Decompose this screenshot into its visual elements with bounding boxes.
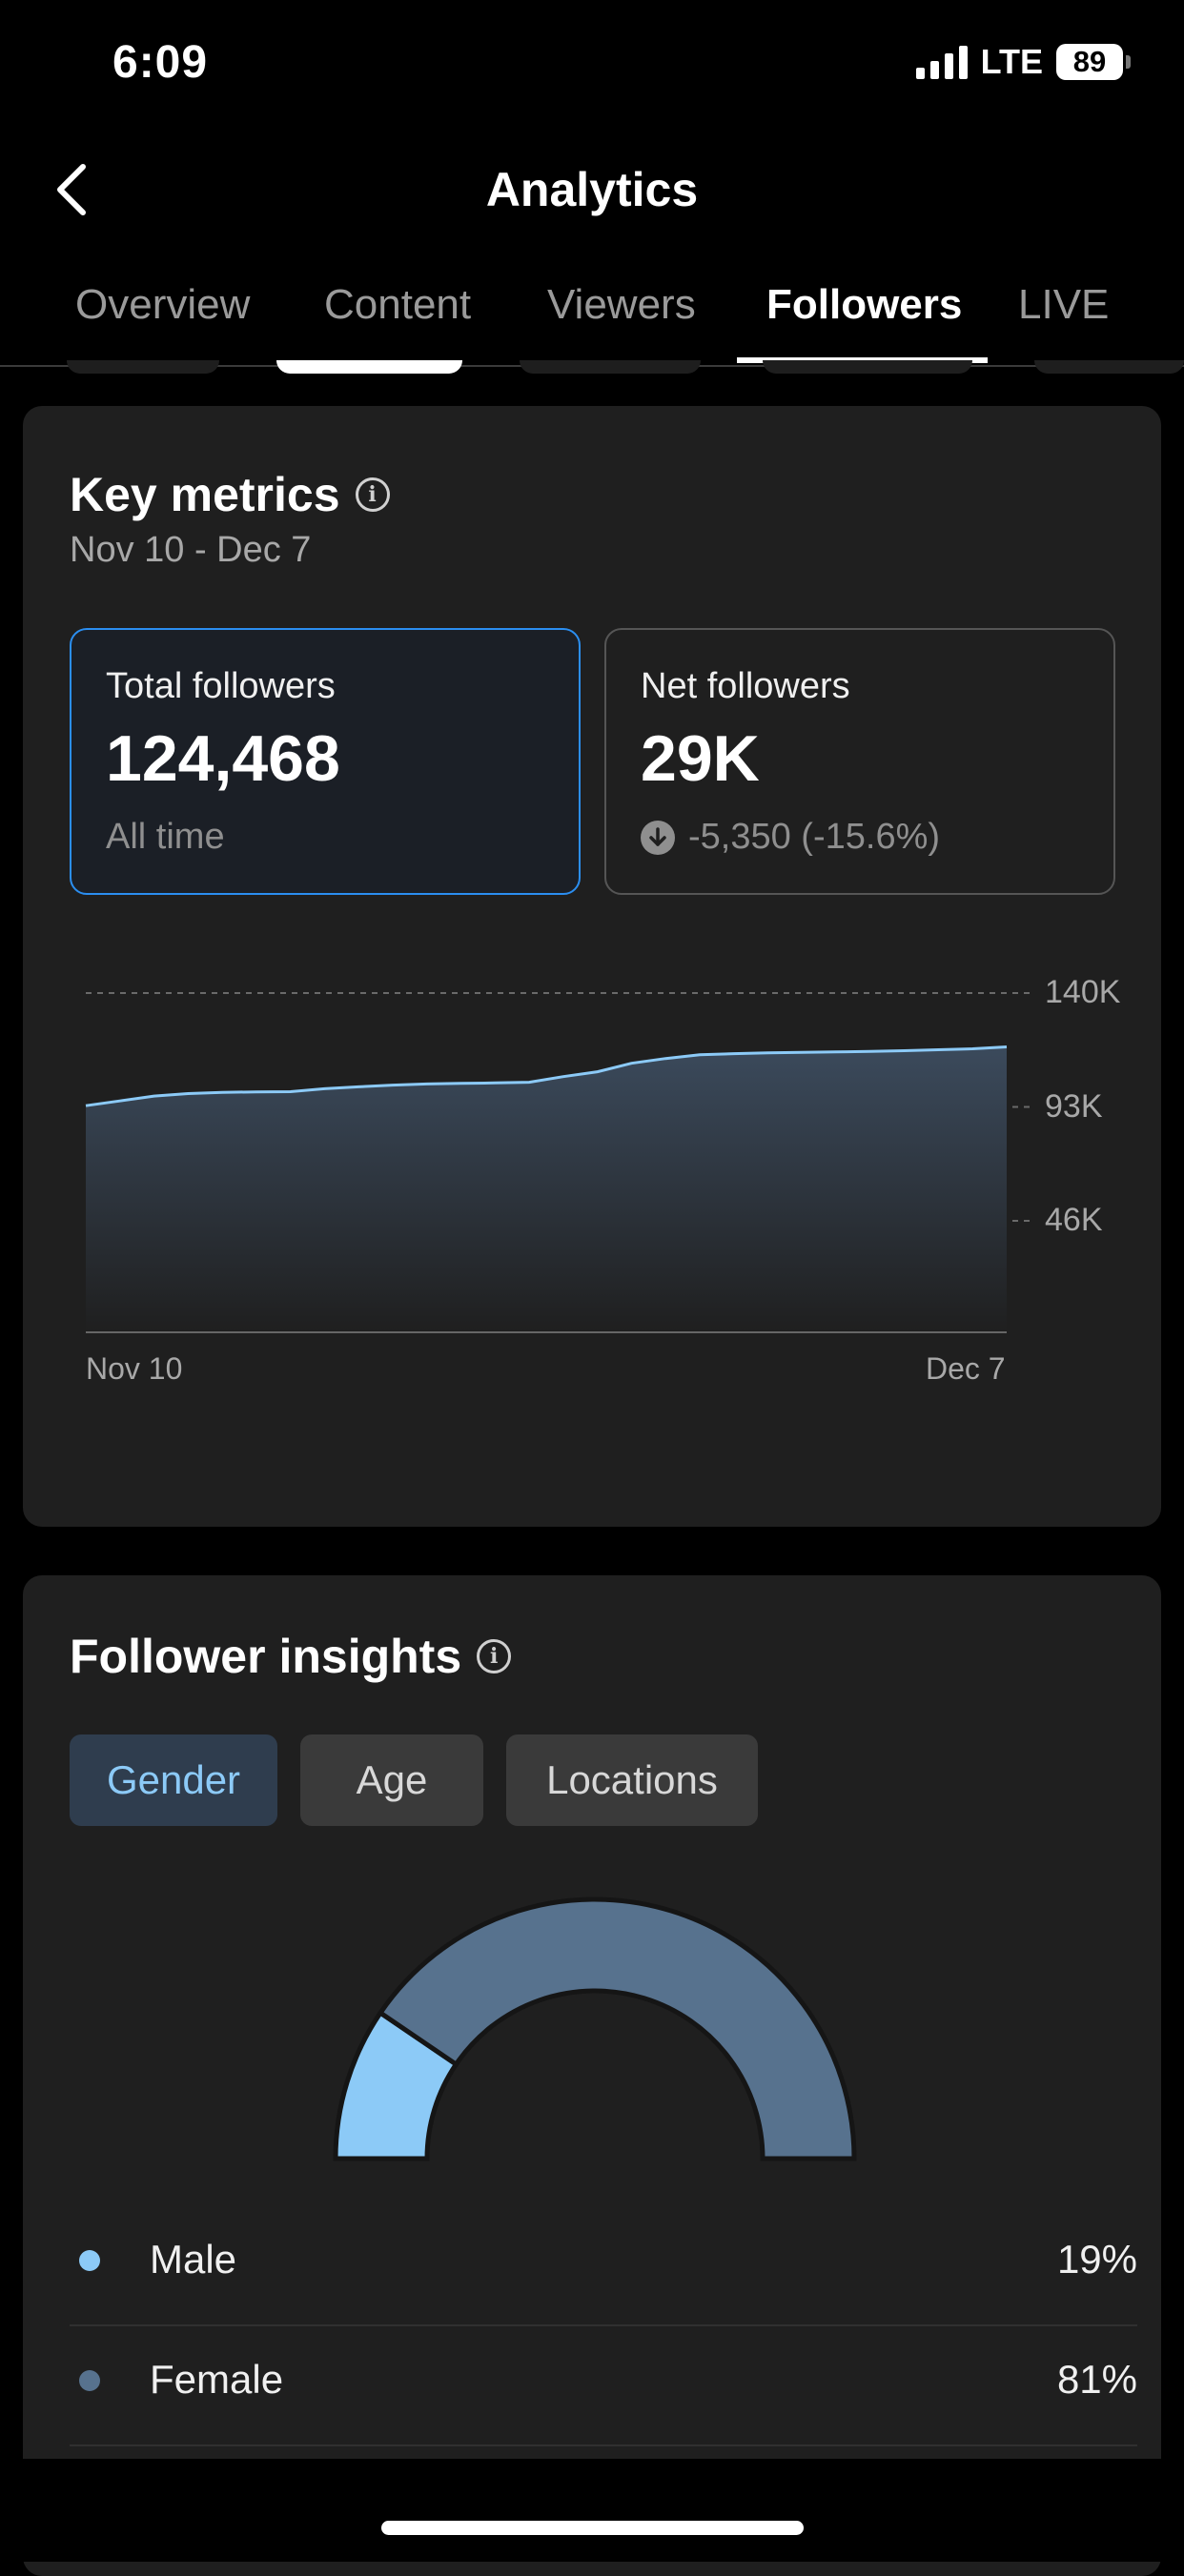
follower-insights-title: Follower insights <box>70 1630 462 1683</box>
metric-sub-label: All time <box>106 817 225 857</box>
followers-chart: 140K 93K 46K Nov 10 Dec 7 <box>23 921 1161 1454</box>
legend-dot <box>79 2370 100 2391</box>
legend-row-male: Male 19% <box>70 2204 1137 2326</box>
scrolled-pill <box>763 360 972 374</box>
net-followers-card[interactable]: Net followers 29K -5,350 (-15.6%) <box>604 628 1115 895</box>
followers-area-chart <box>85 992 1030 1333</box>
network-label: LTE <box>980 42 1043 81</box>
arrow-down-icon <box>641 820 675 855</box>
series-line <box>85 1045 1008 1107</box>
scrolled-pill-active <box>276 360 462 374</box>
legend-percent: 19% <box>1056 2237 1137 2282</box>
info-icon[interactable]: i <box>477 1639 512 1673</box>
metric-change: -5,350 (-15.6%) <box>641 817 940 858</box>
metric-value: 124,468 <box>106 722 340 795</box>
legend-name: Female <box>150 2357 284 2402</box>
tab-live[interactable]: LIVE <box>1018 281 1110 328</box>
info-icon[interactable]: i <box>355 477 390 512</box>
legend-name: Male <box>150 2237 237 2282</box>
key-metrics-heading: Key metrics i <box>70 467 390 522</box>
legend-dot <box>79 2250 100 2271</box>
tab-bar: Overview Content Viewers Followers LIVE <box>0 262 1184 367</box>
filter-gender[interactable]: Gender <box>70 1734 277 1826</box>
scrolled-pill <box>520 360 701 374</box>
y-tick-label: 93K <box>1045 1087 1103 1125</box>
metric-label: Total followers <box>106 666 336 706</box>
follower-insights-heading: Follower insights i <box>70 1629 512 1684</box>
status-time: 6:09 <box>112 37 209 88</box>
back-button[interactable] <box>38 156 105 223</box>
gauge-segment-female <box>377 1897 857 2161</box>
status-bar: 6:09 LTE 89 <box>0 0 1184 133</box>
metric-label: Net followers <box>641 666 850 706</box>
key-metrics-card: Key metrics i Nov 10 - Dec 7 Total follo… <box>23 406 1161 1527</box>
y-tick-label: 46K <box>1045 1202 1103 1239</box>
x-tick-label: Nov 10 <box>86 1351 183 1386</box>
filter-age[interactable]: Age <box>300 1734 483 1826</box>
bottom-safe-area <box>0 2459 1184 2562</box>
scrolled-pill <box>1034 360 1184 374</box>
status-indicators: LTE 89 <box>915 42 1131 82</box>
filter-locations[interactable]: Locations <box>506 1734 758 1826</box>
chevron-left-icon <box>57 164 86 215</box>
key-metrics-title: Key metrics <box>70 468 340 521</box>
scrolled-pill <box>67 360 219 374</box>
tab-overview[interactable]: Overview <box>75 281 251 328</box>
date-range: Nov 10 - Dec 7 <box>70 530 312 570</box>
metric-value: 29K <box>641 722 760 795</box>
y-tick-label: 140K <box>1045 974 1121 1010</box>
metric-change-value: -5,350 (-15.6%) <box>688 817 941 857</box>
battery-icon: 89 <box>1056 44 1131 80</box>
app-header: Analytics <box>0 133 1184 248</box>
area-fill <box>86 1046 1007 1332</box>
metric-sub: All time <box>106 817 225 858</box>
legend-percent: 81% <box>1056 2357 1137 2402</box>
signal-icon <box>915 45 968 79</box>
tab-content[interactable]: Content <box>324 281 472 328</box>
total-followers-card[interactable]: Total followers 124,468 All time <box>70 628 581 895</box>
home-indicator[interactable] <box>381 2521 804 2535</box>
legend-row-female: Female 81% <box>70 2324 1137 2446</box>
tab-viewers[interactable]: Viewers <box>547 281 696 328</box>
follower-insights-card: Follower insights i Gender Age Locations… <box>23 1575 1161 2576</box>
tab-followers[interactable]: Followers <box>766 281 963 328</box>
page-title: Analytics <box>485 163 699 216</box>
x-tick-label: Dec 7 <box>926 1351 1006 1386</box>
gender-gauge-chart <box>333 1897 857 2161</box>
